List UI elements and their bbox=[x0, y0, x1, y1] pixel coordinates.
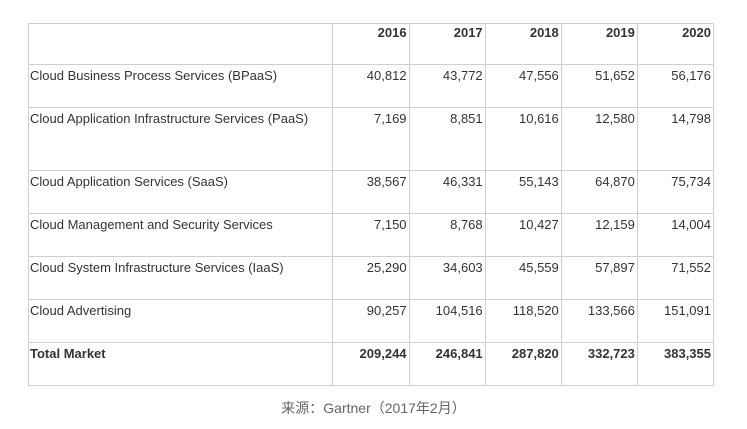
value-cell: 7,150 bbox=[332, 213, 410, 257]
total-value-cell: 332,723 bbox=[560, 342, 638, 386]
value-cell: 104,516 bbox=[408, 299, 486, 343]
value-cell: 8,851 bbox=[408, 107, 486, 171]
cloud-market-table: 2016 2017 2018 2019 2020 Cloud Business … bbox=[27, 23, 715, 386]
table-row-advertising: Cloud Advertising 90,257 104,516 118,520… bbox=[27, 299, 715, 343]
table-row-iaas: Cloud System Infrastructure Services (Ia… bbox=[27, 256, 715, 300]
total-value-cell: 209,244 bbox=[332, 342, 410, 386]
value-cell: 12,580 bbox=[560, 107, 638, 171]
value-cell: 14,798 bbox=[636, 107, 715, 171]
row-label: Cloud Application Services (SaaS) bbox=[27, 170, 334, 214]
value-cell: 55,143 bbox=[484, 170, 562, 214]
total-value-cell: 246,841 bbox=[408, 342, 486, 386]
row-label: Cloud Advertising bbox=[27, 299, 334, 343]
value-cell: 45,559 bbox=[484, 256, 562, 300]
value-cell: 10,427 bbox=[484, 213, 562, 257]
value-cell: 118,520 bbox=[484, 299, 562, 343]
value-cell: 7,169 bbox=[332, 107, 410, 171]
table-row-paas: Cloud Application Infrastructure Service… bbox=[27, 107, 715, 171]
year-header-2018: 2018 bbox=[484, 23, 562, 65]
year-header-2017: 2017 bbox=[408, 23, 486, 65]
row-label: Cloud Business Process Services (BPaaS) bbox=[27, 64, 334, 108]
value-cell: 46,331 bbox=[408, 170, 486, 214]
table-row-total: Total Market 209,244 246,841 287,820 332… bbox=[27, 342, 715, 386]
year-header-2019: 2019 bbox=[560, 23, 638, 65]
total-label: Total Market bbox=[27, 342, 334, 386]
value-cell: 34,603 bbox=[408, 256, 486, 300]
value-cell: 40,812 bbox=[332, 64, 410, 108]
header-label-cell bbox=[27, 23, 334, 65]
value-cell: 133,566 bbox=[560, 299, 638, 343]
value-cell: 75,734 bbox=[636, 170, 715, 214]
header-row: 2016 2017 2018 2019 2020 bbox=[27, 23, 715, 65]
value-cell: 14,004 bbox=[636, 213, 715, 257]
row-label: Cloud System Infrastructure Services (Ia… bbox=[27, 256, 334, 300]
value-cell: 57,897 bbox=[560, 256, 638, 300]
value-cell: 151,091 bbox=[636, 299, 715, 343]
value-cell: 38,567 bbox=[332, 170, 410, 214]
value-cell: 8,768 bbox=[408, 213, 486, 257]
value-cell: 51,652 bbox=[560, 64, 638, 108]
value-cell: 25,290 bbox=[332, 256, 410, 300]
row-label: Cloud Application Infrastructure Service… bbox=[27, 107, 334, 171]
source-caption: 来源：Gartner（2017年2月） bbox=[281, 400, 466, 416]
value-cell: 47,556 bbox=[484, 64, 562, 108]
year-header-2016: 2016 bbox=[332, 23, 410, 65]
table-row-management-security: Cloud Management and Security Services 7… bbox=[27, 213, 715, 257]
table-row-bpaas: Cloud Business Process Services (BPaaS) … bbox=[27, 64, 715, 108]
value-cell: 56,176 bbox=[636, 64, 715, 108]
value-cell: 43,772 bbox=[408, 64, 486, 108]
value-cell: 64,870 bbox=[560, 170, 638, 214]
year-header-2020: 2020 bbox=[636, 23, 715, 65]
value-cell: 71,552 bbox=[636, 256, 715, 300]
total-value-cell: 383,355 bbox=[636, 342, 715, 386]
value-cell: 12,159 bbox=[560, 213, 638, 257]
value-cell: 90,257 bbox=[332, 299, 410, 343]
table-row-saas: Cloud Application Services (SaaS) 38,567… bbox=[27, 170, 715, 214]
row-label: Cloud Management and Security Services bbox=[27, 213, 334, 257]
value-cell: 10,616 bbox=[484, 107, 562, 171]
total-value-cell: 287,820 bbox=[484, 342, 562, 386]
